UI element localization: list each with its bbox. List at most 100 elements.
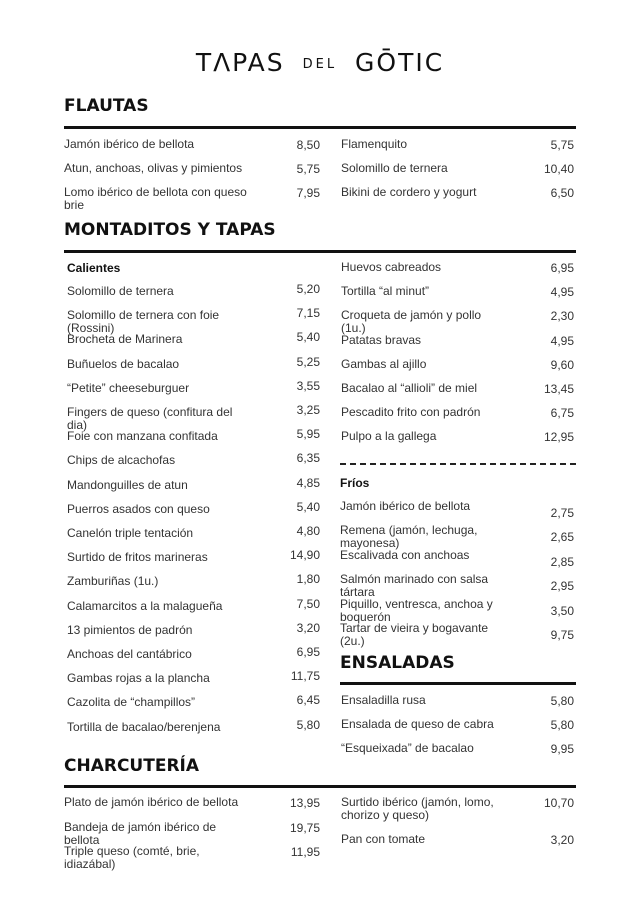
- menu-item-price: 6,45: [296, 693, 320, 708]
- menu-item-price: 5,20: [296, 282, 320, 296]
- menu-item-name: Triple queso (comté, brie, idiazábal): [64, 844, 200, 871]
- menu-item-price: 5,75: [296, 162, 320, 176]
- section-title-flautas: FLAUTAS: [64, 96, 149, 116]
- menu-item-name: Lomo ibérico de bellota con queso brie: [64, 185, 247, 212]
- menu-item-name: Brocheta de Marinera: [67, 332, 183, 347]
- menu-item-price: 3,55: [296, 378, 320, 393]
- section-divider: [64, 785, 576, 788]
- section-title-ensaladas: ENSALADAS: [340, 653, 455, 673]
- dashed-divider: [340, 463, 576, 465]
- menu-item-price: 12,95: [543, 430, 574, 445]
- menu-item-price: 9,95: [550, 742, 574, 756]
- menu-item-price: 2,30: [550, 309, 574, 324]
- menu-item-name: Surtido de fritos marineras: [67, 550, 208, 565]
- menu-item-price: 8,50: [296, 138, 320, 152]
- menu-item-name: Fingers de queso (confitura del dia): [67, 405, 233, 432]
- menu-item-price: 4,95: [550, 285, 574, 300]
- menu-item-name: “Petite” cheeseburguer: [67, 380, 190, 395]
- restaurant-logo: TΛPAS DEL GŌTIC: [0, 48, 640, 77]
- menu-item-name: Gambas rojas a la plancha: [67, 671, 210, 686]
- menu-item-name: Chips de alcachofas: [67, 453, 176, 468]
- logo-part-gotic: GŌTIC: [355, 48, 445, 77]
- menu-item-price: 2,65: [550, 530, 574, 545]
- menu-item-name: Croqueta de jamón y pollo (1u.): [341, 308, 482, 336]
- menu-item-price: 5,80: [550, 718, 574, 732]
- menu-item-price: 4,80: [296, 524, 320, 538]
- menu-item-name: Foie con manzana confitada: [67, 429, 218, 444]
- menu-item-price: 6,95: [296, 645, 320, 659]
- logo-part-tapas: TΛPAS: [195, 48, 285, 77]
- menu-item-name: Gambas al ajillo: [341, 356, 427, 371]
- menu-item-name: Surtido ibérico (jamón, lomo, chorizo y …: [341, 795, 494, 822]
- menu-item-name: Buñuelos de bacalao: [67, 356, 180, 371]
- menu-item-price: 5,25: [296, 354, 320, 369]
- menu-item-price: 3,20: [550, 833, 574, 847]
- menu-item-name: Flamenquito: [341, 137, 408, 151]
- menu-item-price: 11,75: [290, 669, 320, 684]
- menu-item-price: 10,70: [543, 796, 574, 810]
- menu-item-price: 3,25: [296, 403, 320, 417]
- menu-item-price: 3,50: [550, 603, 574, 618]
- menu-item-name: Ensaladilla rusa: [341, 693, 426, 707]
- menu-item-name: Escalivada con anchoas: [340, 547, 470, 562]
- menu-item-price: 5,80: [550, 694, 574, 708]
- menu-item-name: Mandonguilles de atun: [67, 477, 188, 492]
- menu-item-price: 2,75: [550, 506, 574, 520]
- menu-item-name: Solomillo de ternera: [341, 161, 448, 175]
- menu-item-name: Solomillo de ternera con foie (Rossini): [67, 308, 220, 336]
- menu-item-price: 19,75: [289, 820, 320, 835]
- subsection-calientes: Calientes: [67, 261, 121, 275]
- menu-item-name: Pulpo a la gallega: [341, 429, 437, 444]
- menu-item-name: Piquillo, ventresca, anchoa y boquerón: [340, 596, 493, 624]
- section-divider: [64, 126, 576, 129]
- menu-item-name: Cazolita de “champillos”: [67, 695, 196, 710]
- menu-item-name: Tortilla “al minut”: [341, 284, 430, 299]
- menu-item-name: Plato de jamón ibérico de bellota: [64, 795, 239, 809]
- menu-item-name: Canelón triple tentación: [67, 526, 194, 540]
- menu-item-name: Patatas bravas: [341, 332, 422, 347]
- section-divider: [64, 250, 576, 253]
- menu-item-name: Ensalada de queso de cabra: [341, 717, 494, 731]
- menu-item-price: 3,20: [296, 620, 320, 635]
- menu-item-price: 14,90: [289, 548, 320, 563]
- menu-item-price: 6,95: [550, 261, 574, 275]
- menu-item-price: 7,95: [296, 186, 320, 200]
- menu-item-name: Jamón ibérico de bellota: [64, 137, 195, 151]
- menu-item-price: 5,80: [296, 717, 320, 732]
- menu-item-price: 5,95: [296, 427, 320, 442]
- section-title-charcuteria: CHARCUTERÍA: [64, 756, 200, 776]
- menu-item-name: 13 pimientos de padrón: [67, 622, 193, 637]
- menu-item-price: 6,50: [550, 186, 574, 200]
- menu-item-price: 6,75: [550, 406, 574, 421]
- menu-item-price: 13,45: [543, 382, 574, 396]
- menu-item-price: 2,95: [550, 579, 574, 594]
- logo-part-del: DEL: [302, 57, 338, 72]
- menu-item-price: 6,35: [296, 451, 320, 466]
- menu-item-price: 5,40: [296, 499, 320, 514]
- menu-item-name: Pan con tomate: [341, 832, 426, 846]
- menu-item-name: Anchoas del cantábrico: [67, 647, 192, 661]
- menu-item-name: Huevos cabreados: [341, 260, 442, 274]
- menu-item-name: Remena (jamón, lechuga, mayonesa): [340, 523, 478, 551]
- menu-item-name: Salmón marinado con salsa tártara: [340, 572, 489, 600]
- menu-item-name: Solomillo de ternera: [67, 284, 174, 298]
- section-title-montaditos: MONTADITOS Y TAPAS: [64, 220, 276, 240]
- menu-item-price: 2,85: [550, 554, 574, 569]
- menu-item-name: Bacalao al “allioli” de miel: [341, 381, 478, 395]
- menu-item-name: Zamburiñas (1u.): [67, 574, 159, 589]
- menu-item-name: Puerros asados con queso: [67, 501, 210, 516]
- menu-item-price: 1,80: [296, 572, 320, 587]
- menu-item-name: Calamarcitos a la malagueña: [67, 598, 223, 613]
- section-divider: [340, 682, 576, 685]
- menu-item-name: “Esqueixada” de bacalao: [341, 741, 474, 755]
- menu-item-name: Tartar de vieira y bogavante (2u.): [340, 621, 489, 648]
- menu-item-price: 11,95: [290, 845, 320, 859]
- menu-item-price: 7,50: [296, 596, 320, 611]
- subsection-frios: Fríos: [340, 476, 370, 490]
- menu-item-price: 13,95: [289, 796, 320, 810]
- menu-item-name: Bikini de cordero y yogurt: [341, 185, 477, 199]
- menu-item-name: Bandeja de jamón ibérico de bellota: [64, 819, 217, 847]
- menu-item-price: 4,95: [550, 333, 574, 348]
- menu-item-name: Tortilla de bacalao/berenjena: [67, 719, 221, 734]
- menu-item-price: 9,75: [550, 628, 574, 642]
